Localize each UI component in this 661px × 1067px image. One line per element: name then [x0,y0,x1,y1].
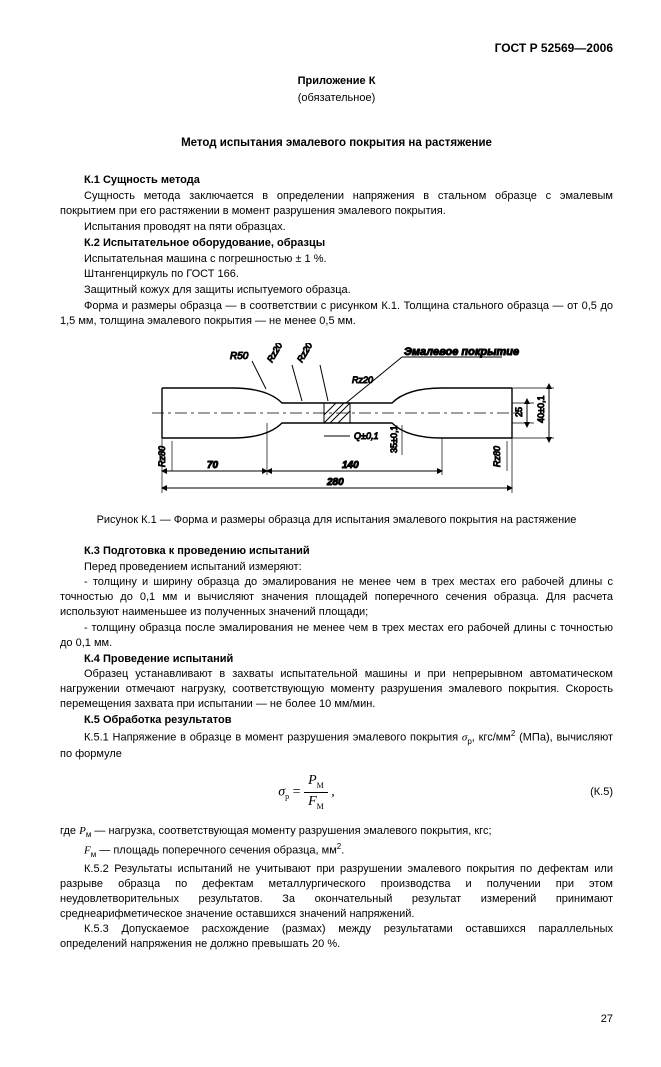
enamel-label: Эмалевое покрытие [404,346,519,358]
where-P-txt: — нагрузка, соответствующая моменту разр… [91,825,491,837]
dim-35: 35±0,1 [389,425,399,452]
formula-eq: = [293,785,304,800]
figure-caption: Рисунок К.1 — Форма и размеры образца дл… [60,513,613,528]
k3-p2: - толщину и ширину образца до эмалирован… [60,575,613,620]
k5-p1a: К.5.1 Напряжение в образце в момент разр… [84,731,462,743]
where-P: где Pм — нагрузка, соответствующая момен… [60,824,613,841]
k1-p2: Испытания проводят на пяти образцах. [60,220,613,235]
annex-subtitle: (обязательное) [60,91,613,106]
k4-p1: Образец устанавливают в захваты испытате… [60,667,613,712]
dim-140: 140 [342,460,359,471]
k2-p4: Форма и размеры образца — в соответствии… [60,299,613,329]
formula-dot: , [331,785,335,800]
k3-head: К.3 Подготовка к проведению испытаний [84,545,310,557]
formula-subM1: М [317,781,324,790]
where-F-sym: F [84,845,91,857]
k2-p3: Защитный кожух для защиты испытуемого об… [60,283,613,298]
k5-p1b: , кгс/мм [472,731,511,743]
r50-label: R50 [230,351,249,362]
formula-k5: σр = PМ FМ , (К.5) [60,772,613,812]
where-F-txt: — площадь поперечного сечения образца, м… [96,845,337,857]
k3-p3: - толщину образца после эмалирования не … [60,621,613,651]
k5-p53: К.5.3 Допускаемое расхождение (размах) м… [60,922,613,952]
dim-70: 70 [207,460,219,471]
dim-25: 25 [514,407,524,417]
k2-head: К.2 Испытательное оборудование, образцы [84,237,325,249]
figure-k1: R50 Rz20 Rz20 Rz20 Эмалевое покрытие 25 … [102,343,572,503]
formula-sub-p: р [285,792,289,801]
k2-p1: Испытательная машина с погрешностью ± 1 … [60,252,613,267]
k1-head: К.1 Сущность метода [84,174,200,186]
dim-q: Q±0,1 [354,431,378,441]
formula-F: F [308,794,317,809]
k5-p52: К.5.2 Результаты испытаний не учитывают … [60,862,613,921]
rz20-b: Rz20 [295,343,314,364]
formula-number: (К.5) [553,785,613,800]
annex-title: Приложение К [60,74,613,89]
page-number: 27 [60,1012,613,1027]
formula-P: P [308,773,317,788]
dim-280: 280 [326,477,344,488]
main-title: Метод испытания эмалевого покрытия на ра… [60,136,613,152]
k1-p1: Сущность метода заключается в определени… [60,189,613,219]
standard-code: ГОСТ Р 52569—2006 [60,40,613,56]
rz80-r: Rz80 [492,446,502,467]
where-label: где [60,825,79,837]
k3-p1: Перед проведением испытаний измеряют: [60,560,613,575]
k4-head: К.4 Проведение испытаний [84,653,233,665]
formula-subM2: М [317,802,324,811]
where-F-end: . [341,845,344,857]
k5-p1: К.5.1 Напряжение в образце в момент разр… [60,729,613,762]
where-F: Fм — площадь поперечного сечения образца… [60,842,613,861]
where-P-sym: P [79,825,86,837]
dim-40: 40±0,1 [536,395,546,422]
k2-p2: Штангенциркуль по ГОСТ 166. [60,267,613,282]
rz20-a: Rz20 [265,343,284,364]
k5-head: К.5 Обработка результатов [84,714,231,726]
